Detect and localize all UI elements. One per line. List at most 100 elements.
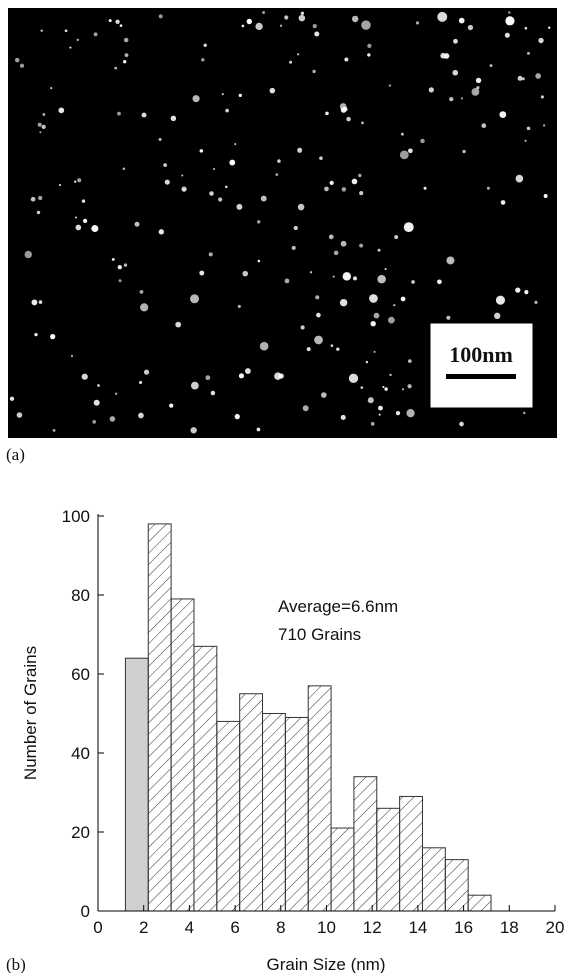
grain-dot [269, 87, 276, 94]
grain-dot [400, 296, 406, 302]
grain-dot [501, 200, 506, 205]
grain-dot [406, 409, 415, 418]
grain-dot [257, 259, 261, 263]
grain-dot [315, 295, 320, 300]
grain-dot [324, 186, 329, 192]
bar [376, 807, 401, 912]
grain-dot [31, 299, 38, 306]
grain-dot [351, 178, 358, 185]
grain-dot [212, 167, 216, 171]
grain-dot [360, 386, 364, 390]
grain-dot [297, 53, 300, 56]
grain-dot [190, 381, 199, 390]
y-tick-label: 80 [71, 586, 90, 605]
grain-dot [274, 372, 282, 380]
scale-bar [446, 374, 516, 379]
grain-dot [115, 392, 118, 395]
grain-dot [378, 405, 383, 411]
grain-dot [36, 210, 41, 215]
grain-dot [234, 143, 237, 146]
grain-dot [81, 199, 86, 203]
grain-dot [446, 256, 455, 265]
grain-dot [325, 111, 329, 116]
grain-dot [74, 216, 77, 219]
grain-dot [387, 316, 395, 324]
grain-dot [367, 53, 371, 57]
panel-label: (b) [6, 955, 26, 973]
grain-dot [139, 290, 144, 294]
grain-dot [199, 149, 204, 153]
grain-dot [312, 69, 316, 74]
grain-dot [423, 186, 427, 190]
annotation: 710 Grains [278, 625, 361, 644]
scale-label: 100nm [449, 342, 513, 367]
grain-dot [443, 53, 450, 59]
bar [216, 720, 241, 912]
grain-dot [358, 173, 362, 178]
grain-dot [76, 38, 79, 42]
grain-dot [382, 385, 385, 389]
bar [353, 776, 378, 912]
grain-dot [504, 32, 510, 38]
grain-dot [109, 416, 116, 422]
grain-dot [236, 203, 243, 210]
grain-dot [234, 413, 240, 420]
grain-dot [388, 84, 392, 87]
grain-dot [302, 405, 309, 412]
grain-dot [499, 111, 507, 119]
grain-dot [170, 115, 177, 122]
grain-dot [524, 26, 528, 30]
bar [330, 827, 355, 912]
grain-dot [225, 185, 228, 189]
grain-dot [262, 10, 266, 14]
grain-dot [336, 347, 340, 351]
grain-dot [378, 413, 381, 416]
grain-dot [342, 272, 352, 281]
grain-dot [69, 46, 72, 49]
grain-dot [400, 132, 404, 136]
grain-dot [535, 73, 542, 79]
grain-dot [70, 354, 74, 358]
grain-dot [309, 271, 313, 274]
grain-dot [256, 427, 261, 432]
grain-dot [373, 312, 380, 319]
grain-dot [229, 159, 236, 166]
bar [421, 847, 446, 912]
grain-dot [208, 252, 213, 257]
grain-dot [190, 427, 197, 434]
grain-dot [319, 156, 323, 160]
grain-dot [458, 17, 465, 24]
x-tick-label: 0 [93, 918, 102, 937]
grain-dot [50, 333, 56, 340]
grain-dot [521, 77, 525, 81]
grain-dot [543, 194, 548, 198]
grain-dot [534, 300, 538, 304]
grain-dot [524, 139, 527, 142]
grain-dot [205, 375, 211, 381]
grain-dot [481, 123, 487, 129]
grain-dot [329, 180, 334, 185]
grain-dot [401, 388, 405, 391]
grain-dot [39, 131, 42, 134]
grain-dot [41, 124, 46, 129]
grain-dot [340, 240, 347, 247]
grain-dot [399, 150, 409, 160]
grain-dot [210, 390, 216, 396]
x-tick-label: 10 [317, 918, 336, 937]
grain-dot [407, 384, 412, 389]
grain-dot [523, 411, 526, 415]
grain-dot [209, 191, 214, 196]
grain-dot [384, 267, 387, 271]
bar [124, 657, 149, 912]
grain-dot [384, 387, 388, 391]
grain-dot [486, 186, 490, 190]
grain-dot [108, 19, 112, 23]
grain-dot [475, 77, 482, 84]
grain-dot [38, 300, 43, 304]
grain-dot [471, 88, 480, 96]
bar [262, 713, 286, 912]
grain-dot [97, 384, 100, 387]
grain-dot [175, 321, 182, 328]
grain-dot [52, 428, 56, 432]
